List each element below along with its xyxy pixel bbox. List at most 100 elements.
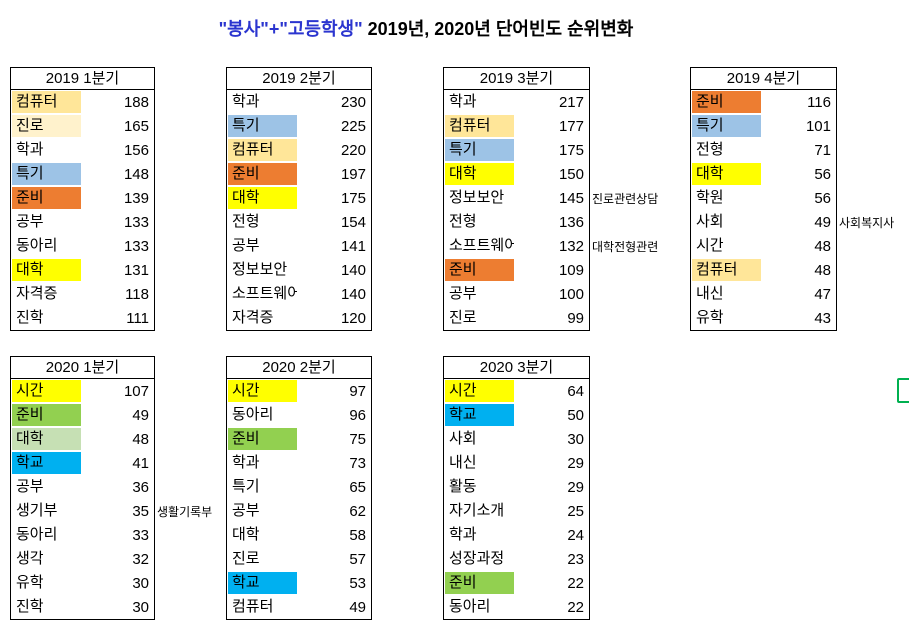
word-cell: 사회	[696, 213, 724, 230]
table-row: 준비 49	[11, 403, 154, 427]
word-cell: 학과	[16, 141, 44, 158]
word-cell: 동아리	[449, 598, 491, 615]
value-cell: 145	[558, 189, 584, 207]
table-row: 준비 197	[227, 162, 371, 186]
table-header: 2019 4분기	[691, 68, 836, 90]
table-header: 2019 1분기	[11, 68, 154, 90]
table-row: 특기 65	[227, 475, 371, 499]
value-cell: 156	[123, 141, 149, 159]
value-cell: 50	[567, 406, 584, 424]
table-row: 대학 58	[227, 523, 371, 547]
value-cell: 118	[125, 285, 149, 303]
table-row: 학교 53	[227, 571, 371, 595]
value-cell: 24	[567, 526, 584, 544]
value-cell: 29	[567, 454, 584, 472]
word-cell: 자기소개	[449, 502, 505, 519]
word-cell: 준비	[445, 572, 514, 594]
word-cell: 학교	[228, 572, 297, 594]
table-header: 2019 2분기	[227, 68, 371, 90]
value-cell: 22	[567, 574, 584, 592]
word-cell: 대학	[232, 526, 260, 543]
value-cell: 101	[805, 117, 831, 135]
table-row: 특기 101	[691, 114, 836, 138]
word-cell: 전형	[696, 141, 724, 158]
table-row: 동아리 96	[227, 403, 371, 427]
table-row: 학과 73	[227, 451, 371, 475]
table-row: 동아리 133	[11, 234, 154, 258]
word-cell: 동아리	[16, 237, 58, 254]
table-row: 준비 75	[227, 427, 371, 451]
word-cell: 대학	[12, 259, 81, 281]
word-cell: 소프트웨어	[232, 285, 297, 302]
value-cell: 140	[340, 261, 366, 279]
word-cell: 공부	[232, 502, 260, 519]
word-cell: 준비	[445, 259, 514, 281]
table-row: 자격증 120	[227, 306, 371, 330]
word-cell: 자격증	[16, 285, 58, 302]
value-cell: 220	[340, 141, 366, 159]
page-title: "봉사"+"고등학생" 2019년, 2020년 단어빈도 순위변화	[0, 15, 852, 41]
word-cell: 시간	[228, 380, 297, 402]
word-cell: 공부	[232, 237, 260, 254]
value-cell: 48	[814, 261, 831, 279]
value-cell: 175	[340, 189, 366, 207]
table-row: 특기 175	[444, 138, 589, 162]
word-cell: 유학	[16, 574, 44, 591]
word-cell: 특기	[232, 478, 260, 495]
table-row: 정보보안 145 진로관련상담	[444, 186, 658, 210]
table-row: 사회 49 사회복지사	[691, 210, 894, 234]
value-cell: 58	[349, 526, 366, 544]
word-cell: 특기	[692, 115, 761, 137]
table-header: 2020 3분기	[444, 357, 589, 379]
table-row: 진로 99	[444, 306, 589, 330]
word-cell: 시간	[696, 237, 724, 254]
word-cell: 컴퓨터	[228, 139, 297, 161]
value-cell: 188	[123, 93, 149, 111]
word-cell: 컴퓨터	[12, 91, 81, 113]
value-cell: 97	[349, 382, 366, 400]
table-row: 공부 141	[227, 234, 371, 258]
table-row: 성장과정 23	[444, 547, 589, 571]
word-cell: 진로	[449, 309, 477, 326]
word-cell: 학원	[696, 189, 724, 206]
word-cell: 학과	[232, 93, 260, 110]
value-cell: 56	[814, 189, 831, 207]
table-header: 2020 2분기	[227, 357, 371, 379]
table-row: 시간 107	[11, 379, 154, 403]
table-row: 학과 156	[11, 138, 154, 162]
word-cell: 유학	[696, 309, 724, 326]
freq-table-7: 2020 3분기 시간 64 학교 50 사회 30 내신 29 활동 29 자기소개 25 학과 24 성장…	[443, 356, 590, 620]
table-row: 생각 32	[11, 547, 154, 571]
freq-table-2: 2019 2분기 학과 230 특기 225 컴퓨터 220 준비 197 대학 175 전형 154 공…	[226, 67, 372, 331]
table-row: 준비 139	[11, 186, 154, 210]
table-row: 유학 43	[691, 306, 836, 330]
word-cell: 준비	[228, 163, 297, 185]
table-row: 학과 24	[444, 523, 589, 547]
table-row: 시간 64	[444, 379, 589, 403]
word-cell: 내신	[449, 454, 477, 471]
table-row: 컴퓨터 188	[11, 90, 154, 114]
value-cell: 111	[126, 309, 149, 327]
word-cell: 준비	[228, 428, 297, 450]
value-cell: 140	[340, 285, 366, 303]
word-cell: 활동	[449, 478, 477, 495]
table-row: 내신 47	[691, 282, 836, 306]
table-row: 동아리 22	[444, 595, 589, 619]
value-cell: 29	[567, 478, 584, 496]
table-row: 특기 225	[227, 114, 371, 138]
table-row: 자기소개 25	[444, 499, 589, 523]
value-cell: 148	[123, 165, 149, 183]
word-cell: 컴퓨터	[445, 115, 514, 137]
value-cell: 141	[340, 237, 366, 255]
table-row: 대학 56	[691, 162, 836, 186]
word-cell: 준비	[12, 187, 81, 209]
value-cell: 30	[132, 574, 149, 592]
word-cell: 진학	[16, 309, 44, 326]
table-row: 전형 154	[227, 210, 371, 234]
value-cell: 150	[558, 165, 584, 183]
table-row: 대학 48	[11, 427, 154, 451]
value-cell: 99	[567, 309, 584, 327]
value-cell: 107	[123, 382, 149, 400]
table-row: 진로 165	[11, 114, 154, 138]
value-cell: 36	[132, 478, 149, 496]
